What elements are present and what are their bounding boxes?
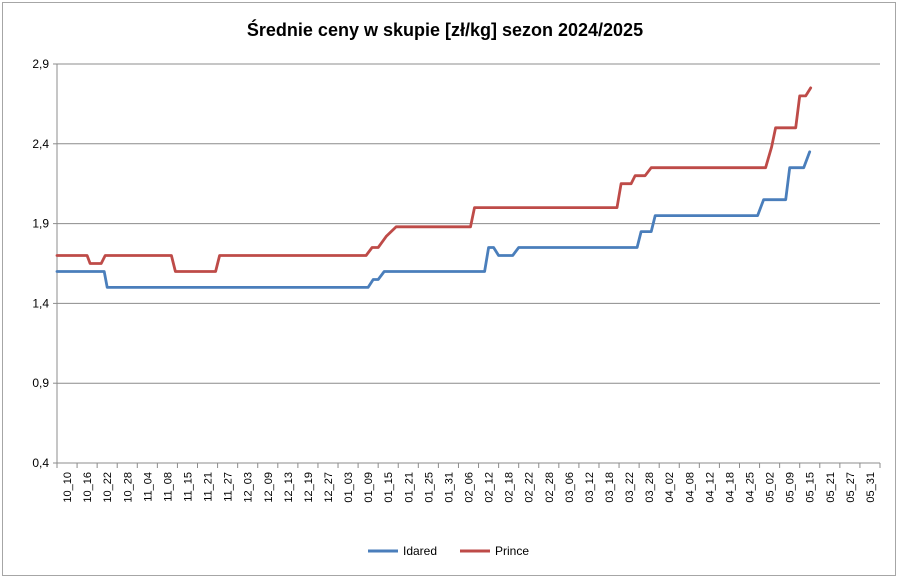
- x-tick-label: 12_09: [263, 472, 275, 503]
- x-tick-label: 03_18: [604, 472, 616, 503]
- x-tick-label: 04_02: [664, 472, 676, 503]
- x-tick-label: 04_12: [704, 472, 716, 503]
- y-axis: 0,4 0,9 1,4 1,9 2,4 2,9: [32, 57, 58, 470]
- x-tick-label: 05_02: [765, 472, 777, 503]
- y-tick-label: 1,9: [32, 217, 49, 231]
- x-tick-label: 01_31: [443, 472, 455, 503]
- x-tick-label: 03_06: [564, 472, 576, 503]
- x-tick-label: 04_25: [745, 472, 757, 503]
- x-tick-label: 11_15: [182, 472, 194, 502]
- x-tick-label: 11_04: [142, 472, 154, 502]
- x-tick-label: 02_22: [524, 472, 536, 503]
- x-tick-label: 01_15: [383, 472, 395, 503]
- x-axis: 10_10 10_16 10_22 10_28 11_04 11_08 11_15 11_21…: [56, 462, 881, 503]
- x-tick-label: 05_15: [805, 472, 817, 503]
- y-tick-label: 2,9: [32, 57, 49, 71]
- gridlines: [57, 63, 880, 384]
- chart-title: Średnie ceny w skupie [zł/kg] sezon 2024…: [247, 19, 643, 40]
- x-tick-label: 04_08: [684, 472, 696, 503]
- x-tick-label: 03_22: [624, 472, 636, 503]
- x-tick-label: 01_03: [343, 472, 355, 503]
- x-tick-label: 10_10: [62, 472, 74, 503]
- legend: Idared Prince: [368, 544, 529, 558]
- x-tick-label: 12_27: [323, 472, 335, 503]
- x-tick-label: 05_27: [845, 472, 857, 503]
- legend-label: Prince: [495, 544, 529, 558]
- x-tick-label: 03_12: [584, 472, 596, 503]
- x-tick-label: 05_21: [825, 472, 837, 503]
- x-tick-label: 02_18: [504, 472, 516, 503]
- x-tick-label: 12_13: [283, 472, 295, 503]
- series-lines: [55, 86, 813, 289]
- x-tick-label: 05_31: [865, 472, 877, 503]
- x-tick-label: 03_28: [644, 472, 656, 503]
- y-tick-label: 2,4: [32, 137, 49, 151]
- x-tick-label: 12_19: [303, 472, 315, 503]
- legend-label: Idared: [403, 544, 437, 558]
- x-tick-label: 10_22: [102, 472, 114, 503]
- x-tick-label: 01_25: [423, 472, 435, 503]
- x-tick-label: 02_28: [544, 472, 556, 503]
- x-tick-label: 10_28: [122, 472, 134, 503]
- x-tick-label: 01_21: [403, 472, 415, 503]
- series-line-prince: [55, 86, 813, 273]
- x-tick-label: 02_06: [464, 472, 476, 503]
- x-tick-label: 01_09: [363, 472, 375, 503]
- x-tick-label: 11_08: [162, 472, 174, 502]
- x-tick-label: 11_21: [203, 472, 215, 502]
- x-tick-label: 12_03: [243, 472, 255, 503]
- y-tick-label: 1,4: [32, 296, 49, 310]
- y-tick-label: 0,9: [32, 376, 49, 390]
- x-tick-label: 02_12: [484, 472, 496, 503]
- x-tick-label: 11_27: [223, 472, 235, 502]
- series-line-idared: [55, 150, 812, 289]
- x-tick-label: 04_18: [724, 472, 736, 503]
- x-tick-label: 05_09: [785, 472, 797, 503]
- y-tick-label: 0,4: [32, 456, 49, 470]
- x-tick-label: 10_16: [82, 472, 94, 503]
